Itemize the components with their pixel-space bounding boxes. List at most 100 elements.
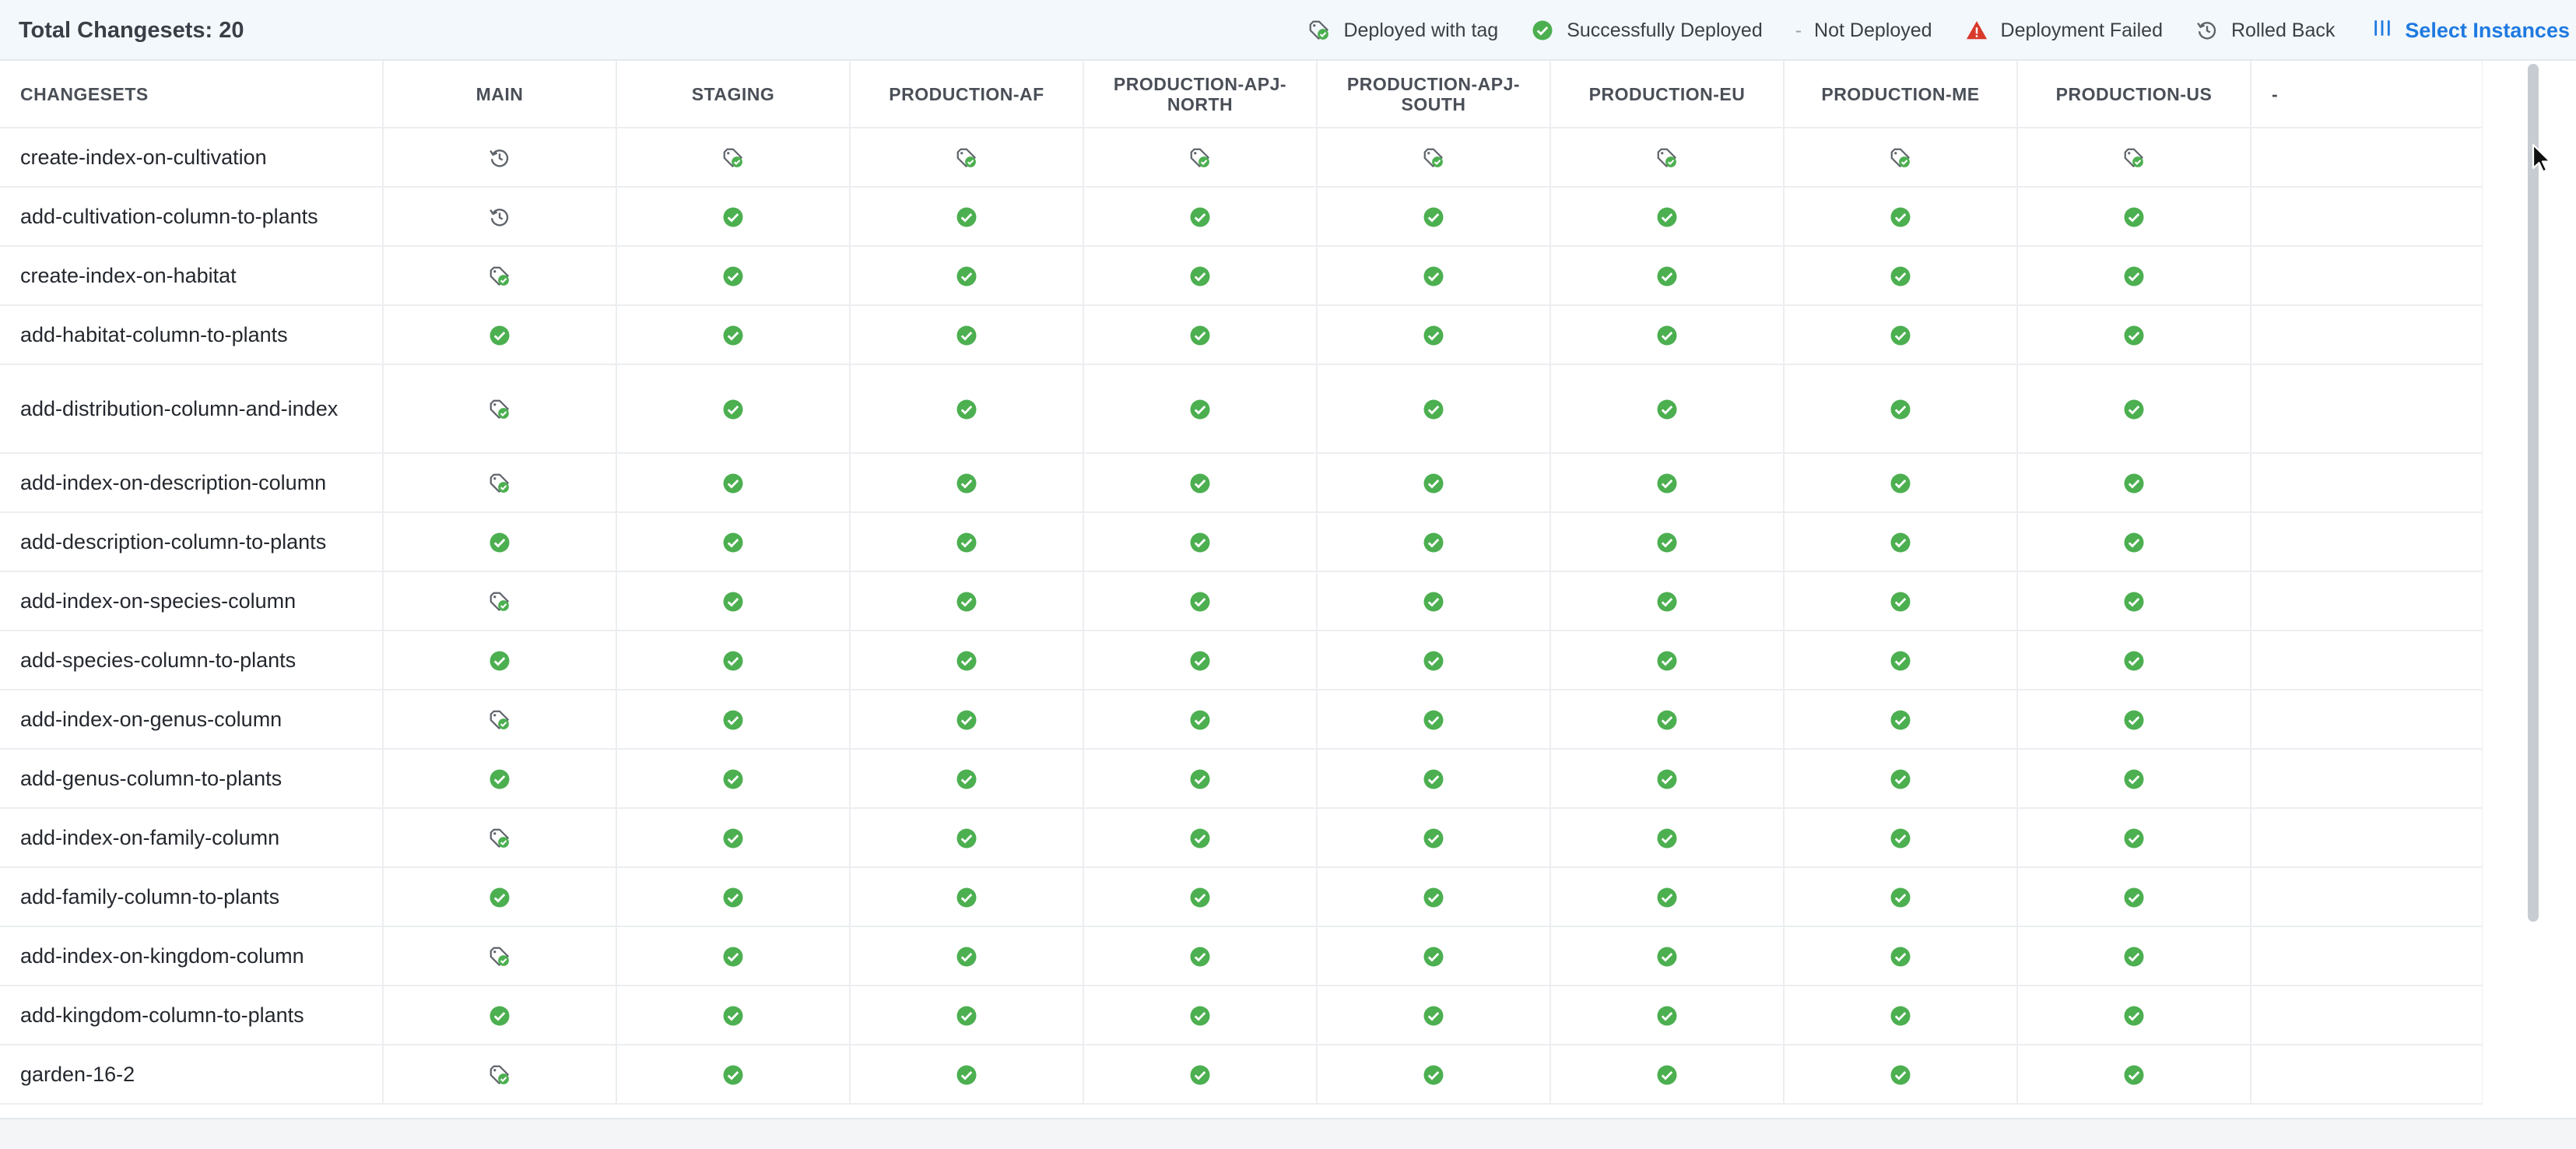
check-circle-icon[interactable] xyxy=(1889,1063,1912,1087)
check-circle-icon[interactable] xyxy=(2122,768,2146,791)
check-circle-icon[interactable] xyxy=(1889,886,1912,909)
tag-check-icon[interactable] xyxy=(488,827,511,850)
check-circle-icon[interactable] xyxy=(2122,531,2146,554)
check-circle-icon[interactable] xyxy=(721,1004,745,1028)
check-circle-icon[interactable] xyxy=(1889,827,1912,850)
check-circle-icon[interactable] xyxy=(1422,531,1445,554)
check-circle-icon[interactable] xyxy=(1655,1063,1679,1087)
check-circle-icon[interactable] xyxy=(1889,768,1912,791)
check-circle-icon[interactable] xyxy=(1188,945,1212,968)
check-circle-icon[interactable] xyxy=(2122,708,2146,732)
check-circle-icon[interactable] xyxy=(955,531,978,554)
check-circle-icon[interactable] xyxy=(1655,1004,1679,1028)
tag-check-icon[interactable] xyxy=(488,1063,511,1087)
check-circle-icon[interactable] xyxy=(2122,206,2146,229)
check-circle-icon[interactable] xyxy=(1188,398,1212,421)
check-circle-icon[interactable] xyxy=(2122,1063,2146,1087)
check-circle-icon[interactable] xyxy=(1655,324,1679,347)
check-circle-icon[interactable] xyxy=(488,531,511,554)
table-row[interactable]: add-index-on-genus-column xyxy=(0,690,2483,750)
check-circle-icon[interactable] xyxy=(2122,886,2146,909)
check-circle-icon[interactable] xyxy=(1188,472,1212,495)
tag-check-icon[interactable] xyxy=(1889,146,1912,170)
check-circle-icon[interactable] xyxy=(1188,590,1212,613)
check-circle-icon[interactable] xyxy=(1422,827,1445,850)
check-circle-icon[interactable] xyxy=(1422,1063,1445,1087)
check-circle-icon[interactable] xyxy=(1889,649,1912,673)
check-circle-icon[interactable] xyxy=(955,649,978,673)
check-circle-icon[interactable] xyxy=(1188,531,1212,554)
tag-check-icon[interactable] xyxy=(488,590,511,613)
table-row[interactable]: add-family-column-to-plants xyxy=(0,867,2483,927)
check-circle-icon[interactable] xyxy=(955,206,978,229)
check-circle-icon[interactable] xyxy=(955,827,978,850)
check-circle-icon[interactable] xyxy=(1188,1063,1212,1087)
table-row[interactable]: add-index-on-species-column xyxy=(0,571,2483,631)
table-row[interactable]: create-index-on-habitat xyxy=(0,246,2483,306)
table-row[interactable]: add-genus-column-to-plants xyxy=(0,749,2483,809)
check-circle-icon[interactable] xyxy=(1655,590,1679,613)
check-circle-icon[interactable] xyxy=(1889,590,1912,613)
table-row[interactable]: add-species-column-to-plants xyxy=(0,631,2483,690)
check-circle-icon[interactable] xyxy=(1655,649,1679,673)
tag-check-icon[interactable] xyxy=(488,398,511,421)
check-circle-icon[interactable] xyxy=(2122,945,2146,968)
check-circle-icon[interactable] xyxy=(1422,590,1445,613)
check-circle-icon[interactable] xyxy=(1188,1004,1212,1028)
check-circle-icon[interactable] xyxy=(1889,398,1912,421)
check-circle-icon[interactable] xyxy=(1889,324,1912,347)
check-circle-icon[interactable] xyxy=(1422,1004,1445,1028)
check-circle-icon[interactable] xyxy=(721,531,745,554)
check-circle-icon[interactable] xyxy=(1889,206,1912,229)
check-circle-icon[interactable] xyxy=(1655,531,1679,554)
check-circle-icon[interactable] xyxy=(721,1063,745,1087)
table-row[interactable]: add-habitat-column-to-plants xyxy=(0,305,2483,365)
check-circle-icon[interactable] xyxy=(955,265,978,288)
tag-check-icon[interactable] xyxy=(488,472,511,495)
check-circle-icon[interactable] xyxy=(721,827,745,850)
check-circle-icon[interactable] xyxy=(1422,472,1445,495)
check-circle-icon[interactable] xyxy=(1422,708,1445,732)
check-circle-icon[interactable] xyxy=(721,265,745,288)
table-row[interactable]: create-index-on-cultivation xyxy=(0,128,2483,188)
check-circle-icon[interactable] xyxy=(1655,886,1679,909)
tag-check-icon[interactable] xyxy=(955,146,978,170)
check-circle-icon[interactable] xyxy=(488,649,511,673)
check-circle-icon[interactable] xyxy=(1889,265,1912,288)
check-circle-icon[interactable] xyxy=(1655,768,1679,791)
check-circle-icon[interactable] xyxy=(721,649,745,673)
check-circle-icon[interactable] xyxy=(1889,945,1912,968)
history-icon[interactable] xyxy=(488,146,511,170)
check-circle-icon[interactable] xyxy=(955,1063,978,1087)
check-circle-icon[interactable] xyxy=(1889,1004,1912,1028)
check-circle-icon[interactable] xyxy=(488,886,511,909)
check-circle-icon[interactable] xyxy=(1655,472,1679,495)
check-circle-icon[interactable] xyxy=(955,1004,978,1028)
tag-check-icon[interactable] xyxy=(1655,146,1679,170)
check-circle-icon[interactable] xyxy=(2122,398,2146,421)
check-circle-icon[interactable] xyxy=(721,324,745,347)
check-circle-icon[interactable] xyxy=(955,708,978,732)
check-circle-icon[interactable] xyxy=(1655,265,1679,288)
check-circle-icon[interactable] xyxy=(1889,531,1912,554)
check-circle-icon[interactable] xyxy=(1188,265,1212,288)
select-instances-button[interactable]: Select Instances xyxy=(2372,18,2570,44)
check-circle-icon[interactable] xyxy=(1422,206,1445,229)
check-circle-icon[interactable] xyxy=(1188,768,1212,791)
table-row[interactable]: add-index-on-family-column xyxy=(0,808,2483,868)
check-circle-icon[interactable] xyxy=(955,945,978,968)
check-circle-icon[interactable] xyxy=(2122,324,2146,347)
check-circle-icon[interactable] xyxy=(1655,206,1679,229)
tag-check-icon[interactable] xyxy=(488,945,511,968)
check-circle-icon[interactable] xyxy=(721,472,745,495)
check-circle-icon[interactable] xyxy=(1655,398,1679,421)
history-icon[interactable] xyxy=(488,206,511,229)
table-row[interactable]: add-distribution-column-and-index xyxy=(0,364,2483,454)
table-row[interactable]: add-index-on-description-column xyxy=(0,453,2483,513)
check-circle-icon[interactable] xyxy=(1422,945,1445,968)
check-circle-icon[interactable] xyxy=(1422,398,1445,421)
table-row[interactable]: add-description-column-to-plants xyxy=(0,512,2483,572)
check-circle-icon[interactable] xyxy=(1655,708,1679,732)
check-circle-icon[interactable] xyxy=(2122,590,2146,613)
check-circle-icon[interactable] xyxy=(1422,265,1445,288)
